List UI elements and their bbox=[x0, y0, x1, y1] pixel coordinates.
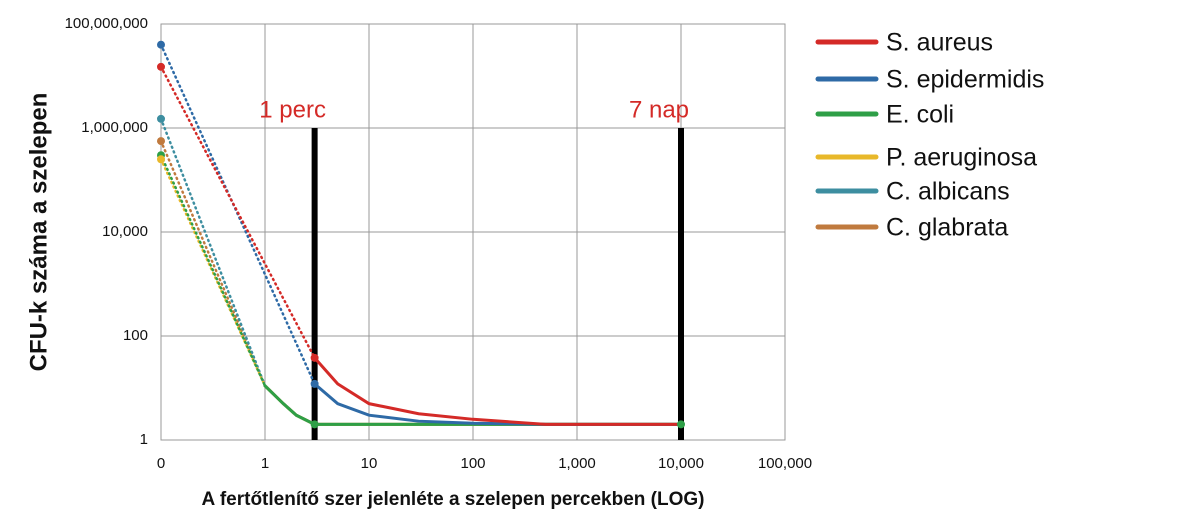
y-tick-label: 10,000 bbox=[102, 223, 148, 240]
x-tick-label: 10,000 bbox=[658, 455, 704, 472]
y-tick-label: 100,000,000 bbox=[65, 15, 148, 32]
y-axis-label: CFU-k száma a szelepen bbox=[25, 93, 52, 372]
series-line bbox=[263, 384, 683, 426]
legend-label: C. glabrata bbox=[886, 214, 1008, 242]
y-tick-label: 1 bbox=[140, 431, 148, 448]
legend-label: P. aeruginosa bbox=[886, 144, 1037, 172]
x-tick-label: 1,000 bbox=[558, 455, 596, 472]
legend-label: S. epidermidis bbox=[886, 66, 1044, 94]
annotation-label: 7 nap bbox=[629, 96, 689, 123]
series-line-dotted bbox=[159, 153, 267, 388]
series-line-dotted bbox=[159, 139, 267, 388]
marker bbox=[157, 137, 165, 146]
marker bbox=[310, 353, 319, 362]
x-axis-label: A fertőtlenítő szer jelenléte a szelepen… bbox=[202, 489, 705, 510]
x-tick-label: 10 bbox=[361, 455, 378, 472]
series-line-dotted bbox=[159, 65, 316, 360]
x-tick-label: 100 bbox=[460, 455, 485, 472]
marker bbox=[157, 40, 165, 49]
legend-label: E. coli bbox=[886, 101, 954, 129]
marker bbox=[157, 114, 165, 123]
marker bbox=[157, 62, 165, 71]
legend-label: S. aureus bbox=[886, 29, 993, 57]
y-tick-label: 1,000,000 bbox=[81, 119, 148, 136]
series-line-dotted bbox=[159, 117, 267, 388]
annotation-label: 1 perc bbox=[259, 96, 326, 123]
y-tick-label: 100 bbox=[123, 327, 148, 344]
marker bbox=[310, 379, 319, 388]
marker bbox=[157, 155, 165, 164]
marker bbox=[310, 420, 319, 429]
series-line bbox=[313, 356, 683, 426]
x-tick-label: 1 bbox=[261, 455, 269, 472]
legend-label: C. albicans bbox=[886, 178, 1010, 206]
x-tick-label: 0 bbox=[157, 455, 165, 472]
x-tick-label: 100,000 bbox=[758, 455, 812, 472]
marker bbox=[677, 420, 685, 429]
series-line-dotted bbox=[159, 158, 267, 388]
